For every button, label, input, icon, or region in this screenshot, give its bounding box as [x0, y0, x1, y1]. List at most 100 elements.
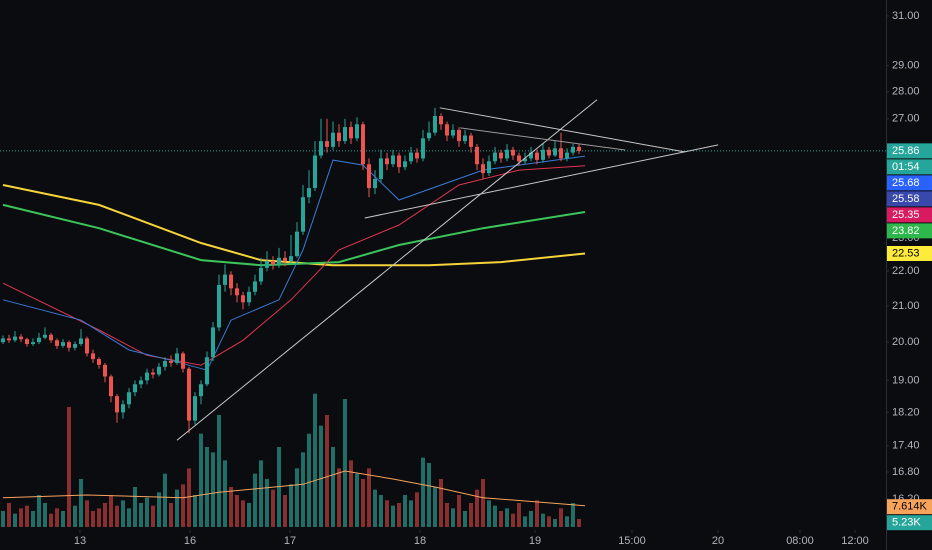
volume-bar — [366, 468, 371, 527]
volume-bar — [312, 393, 317, 527]
candle-body — [444, 124, 449, 136]
candle-body — [258, 267, 263, 282]
price-tag-label: 25.68 — [892, 177, 920, 189]
candle-body — [144, 372, 149, 381]
price-tag-label: 25.35 — [892, 209, 920, 221]
candle-body — [402, 161, 407, 168]
candle-body — [552, 148, 557, 156]
price-tag — [887, 245, 932, 261]
volume-bar — [108, 495, 113, 527]
price-tag — [887, 207, 932, 223]
volume-bar — [390, 505, 395, 527]
volume-bar — [420, 457, 425, 527]
candle-body — [378, 158, 383, 180]
x-tick-label: 15:00 — [618, 535, 646, 547]
volume-bar — [336, 468, 341, 527]
candle-body — [420, 138, 425, 159]
volume-bar — [156, 492, 161, 527]
candle-body — [270, 261, 275, 265]
volume-bar — [384, 500, 389, 527]
x-tick-label: 16 — [184, 535, 196, 547]
volume-bar — [240, 500, 245, 527]
y-tick-label: 22.00 — [892, 265, 920, 277]
candle-body — [84, 338, 89, 354]
candle-body — [48, 334, 53, 341]
volume-bar — [54, 508, 59, 527]
volume-bar — [324, 415, 329, 527]
candle-body — [264, 261, 269, 268]
candle-body — [234, 288, 239, 296]
volume-bar — [360, 479, 365, 527]
volume-bar — [132, 487, 137, 527]
volume-bar — [510, 513, 515, 527]
volume-bar — [564, 516, 569, 527]
candle-body — [168, 361, 173, 363]
volume-bar — [474, 489, 479, 527]
price-tag — [887, 223, 932, 239]
volume-bar — [174, 489, 179, 527]
volume-bar — [18, 508, 23, 527]
candle-body — [426, 132, 431, 139]
candle-body — [360, 124, 365, 165]
candle-body — [384, 158, 389, 165]
candle-body — [516, 155, 521, 162]
candle-body — [240, 295, 245, 303]
volume-bar — [42, 503, 47, 527]
candle-body — [78, 338, 83, 345]
volume-bar — [414, 492, 419, 527]
volume-bar — [24, 505, 29, 527]
trendline — [439, 107, 686, 153]
volume-bar — [552, 519, 557, 527]
candle-body — [138, 380, 143, 385]
candle-body — [0, 338, 5, 343]
candle-body — [150, 372, 155, 375]
candle-body — [102, 364, 107, 377]
candle-body — [498, 152, 503, 159]
moving-average — [2, 165, 586, 366]
volume-bar — [0, 511, 5, 527]
candle-body — [570, 146, 575, 153]
candle-body — [294, 231, 299, 257]
y-tick-label: 21.00 — [892, 300, 920, 312]
price-tag — [887, 175, 932, 191]
candle-body — [18, 336, 23, 340]
candle-body — [174, 353, 179, 363]
volume-bar — [138, 503, 143, 527]
price-tag-label: 7.614K — [892, 501, 928, 513]
volume-bar — [282, 495, 287, 527]
y-tick-label: 19.00 — [892, 374, 920, 386]
volume-bar — [570, 503, 575, 527]
volume-bar — [534, 500, 539, 527]
volume-bar — [96, 508, 101, 527]
trendline — [176, 99, 598, 441]
candle-body — [66, 342, 71, 348]
volume-bar — [90, 511, 95, 527]
volume-bar — [294, 468, 299, 527]
volume-bar — [150, 505, 155, 527]
volume-bar — [576, 519, 581, 527]
volume-bar — [318, 425, 323, 527]
volume-bar — [480, 479, 485, 527]
volume-bar — [462, 511, 467, 527]
candle-body — [132, 384, 137, 393]
volume-bar — [522, 516, 527, 527]
candle-body — [492, 152, 497, 162]
volume-bar — [408, 500, 413, 527]
moving-average — [2, 203, 586, 267]
volume-bar — [516, 503, 521, 527]
volume-bar — [162, 473, 167, 527]
volume-bar — [396, 503, 401, 527]
candle-body — [30, 342, 35, 345]
volume-bar — [186, 468, 191, 527]
candle-body — [330, 132, 335, 147]
volume-bar — [144, 497, 149, 527]
volume-ma — [2, 470, 586, 507]
candle-body — [90, 353, 95, 360]
candle-body — [324, 141, 329, 147]
candle-body — [60, 342, 65, 346]
x-tick-label: 12:00 — [841, 535, 869, 547]
candle-body — [534, 152, 539, 160]
volume-bar — [210, 452, 215, 527]
candle-body — [546, 149, 551, 156]
